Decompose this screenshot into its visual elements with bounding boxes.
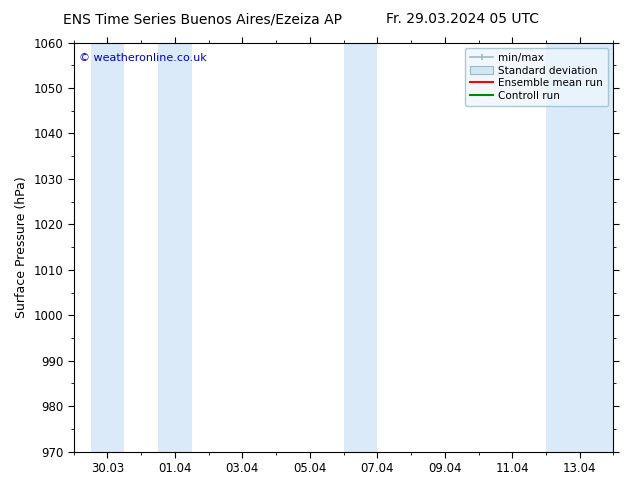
Bar [546,43,614,452]
Text: © weatheronline.co.uk: © weatheronline.co.uk [79,53,207,63]
Bar [91,43,124,452]
Legend: min/max, Standard deviation, Ensemble mean run, Controll run: min/max, Standard deviation, Ensemble me… [465,48,608,106]
Bar [158,43,192,452]
Text: ENS Time Series Buenos Aires/Ezeiza AP: ENS Time Series Buenos Aires/Ezeiza AP [63,12,342,26]
Text: Fr. 29.03.2024 05 UTC: Fr. 29.03.2024 05 UTC [386,12,540,26]
Bar [344,43,377,452]
Y-axis label: Surface Pressure (hPa): Surface Pressure (hPa) [15,176,28,318]
